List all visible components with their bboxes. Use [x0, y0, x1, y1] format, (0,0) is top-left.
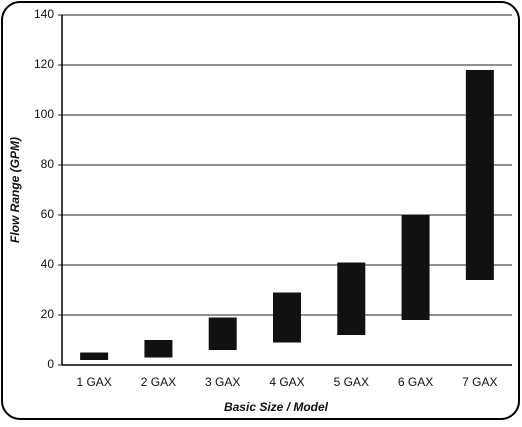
x-tick-label: 3 GAX — [205, 375, 240, 389]
y-tick-label: 40 — [41, 257, 55, 271]
y-tick-label: 0 — [47, 357, 54, 371]
x-tick-label: 1 GAX — [76, 375, 111, 389]
range-bar — [144, 340, 173, 358]
y-tick-label: 120 — [34, 57, 54, 71]
x-tick-label: 2 GAX — [141, 375, 176, 389]
range-bar — [465, 70, 494, 280]
y-tick-label: 140 — [34, 7, 54, 21]
y-tick-label: 80 — [41, 157, 55, 171]
y-axis-title: Flow Range (GPM) — [8, 137, 22, 243]
y-tick-label: 60 — [41, 207, 55, 221]
x-axis-title: Basic Size / Model — [224, 400, 329, 414]
range-bar — [337, 262, 366, 335]
range-bar — [208, 317, 237, 350]
range-bar — [80, 352, 109, 360]
x-tick-label: 6 GAX — [398, 375, 433, 389]
x-tick-label: 5 GAX — [334, 375, 369, 389]
y-tick-label: 100 — [34, 107, 54, 121]
x-tick-label: 4 GAX — [269, 375, 304, 389]
x-tick-label: 7 GAX — [462, 375, 497, 389]
y-tick-label: 20 — [41, 307, 55, 321]
range-bar — [273, 292, 301, 343]
range-bar — [401, 215, 430, 320]
